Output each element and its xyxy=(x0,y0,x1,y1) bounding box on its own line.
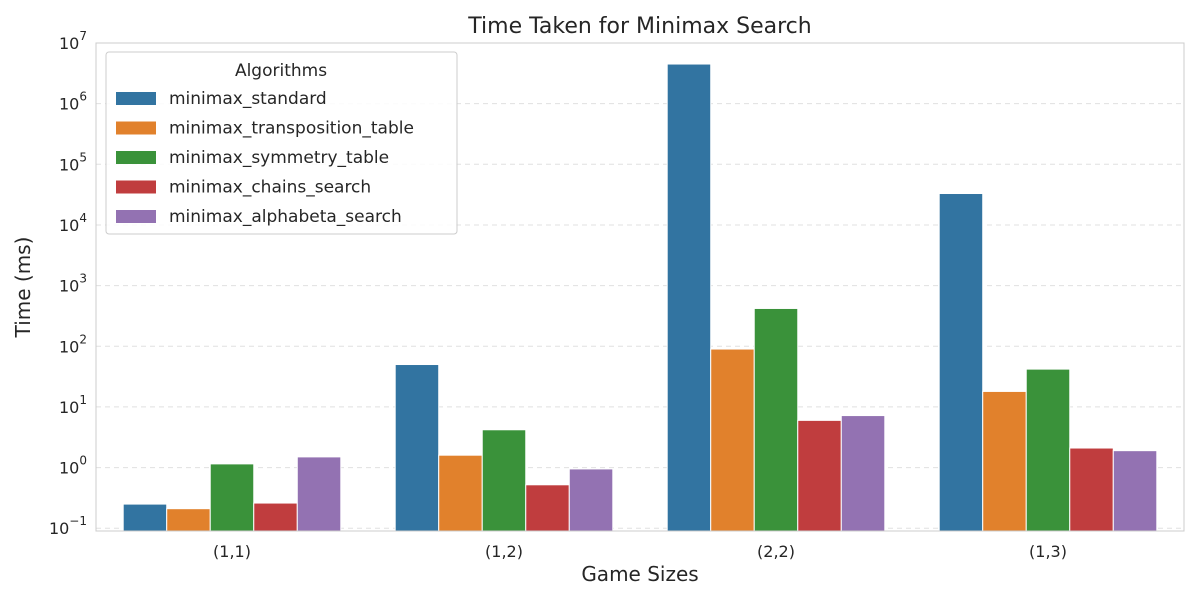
bar-minimax_chains_search-0 xyxy=(253,502,298,532)
bar-minimax_standard-0 xyxy=(122,503,168,532)
legend-label-minimax_symmetry_table: minimax_symmetry_table xyxy=(169,148,389,168)
legend-label-minimax_standard: minimax_standard xyxy=(169,89,327,109)
bar-minimax_chains_search-2 xyxy=(797,419,842,532)
x-tick-label: (1,2) xyxy=(485,542,523,561)
bar-minimax_standard-2 xyxy=(666,63,712,532)
bar-minimax_symmetry_table-2 xyxy=(753,307,799,532)
bar-minimax_transposition_table-2 xyxy=(710,348,755,532)
chart-title: Time Taken for Minimax Search xyxy=(467,14,811,39)
y-tick-label: 107 xyxy=(59,29,87,53)
legend-swatch-minimax_standard xyxy=(116,92,156,105)
x-tick-labels: (1,1) (1,2) (2,2) (1,3) xyxy=(213,542,1067,561)
y-tick-label: 100 xyxy=(59,454,87,478)
bar-minimax_symmetry_table-1 xyxy=(481,429,527,532)
y-tick-label: 101 xyxy=(59,393,87,417)
bar-minimax_transposition_table-3 xyxy=(982,390,1027,532)
y-tick-label: 104 xyxy=(59,211,87,235)
legend-swatch-minimax_alphabeta_search xyxy=(116,210,156,223)
bar-minimax_standard-3 xyxy=(938,193,984,532)
legend: Algorithms minimax_standard minimax_transp… xyxy=(105,51,458,235)
y-tick-label: 10−1 xyxy=(49,514,87,538)
plot-frame xyxy=(95,42,1185,532)
bars xyxy=(122,63,1158,532)
y-tick-label: 105 xyxy=(59,150,87,174)
x-tick-label: (1,1) xyxy=(213,542,251,561)
bar-minimax_transposition_table-0 xyxy=(166,508,211,532)
bar-minimax_chains_search-3 xyxy=(1069,447,1114,532)
legend-label-minimax_alphabeta_search: minimax_alphabeta_search xyxy=(169,207,402,227)
y-tick-label: 103 xyxy=(59,272,87,296)
x-tick-label: (2,2) xyxy=(757,542,795,561)
bar-minimax_alphabeta_search-3 xyxy=(1112,450,1158,532)
bar-minimax_symmetry_table-3 xyxy=(1025,368,1071,532)
legend-box xyxy=(105,51,458,235)
y-tick-labels: 10−1 100 101 102 103 104 105 106 107 xyxy=(49,29,87,538)
x-axis-title: Game Sizes xyxy=(581,562,698,586)
bar-minimax_standard-1 xyxy=(394,364,440,532)
legend-label-minimax_chains_search: minimax_chains_search xyxy=(169,178,371,198)
legend-label-minimax_transposition_table: minimax_transposition_table xyxy=(169,119,414,139)
bar-minimax_chains_search-1 xyxy=(525,484,570,532)
bar-minimax_alphabeta_search-0 xyxy=(296,456,342,532)
bar-minimax_symmetry_table-0 xyxy=(209,463,255,532)
bar-minimax_alphabeta_search-1 xyxy=(568,468,614,532)
legend-swatch-minimax_symmetry_table xyxy=(116,151,156,164)
y-axis-title: Time (ms) xyxy=(11,237,35,339)
x-tick-label: (1,3) xyxy=(1029,542,1067,561)
legend-swatch-minimax_transposition_table xyxy=(116,121,156,135)
bar-minimax_alphabeta_search-2 xyxy=(840,415,886,532)
legend-title: Algorithms xyxy=(235,61,327,81)
legend-swatch-minimax_chains_search xyxy=(116,180,156,194)
y-tick-label: 102 xyxy=(59,332,87,356)
bar-minimax_transposition_table-1 xyxy=(438,454,483,532)
y-tick-label: 106 xyxy=(59,90,87,114)
